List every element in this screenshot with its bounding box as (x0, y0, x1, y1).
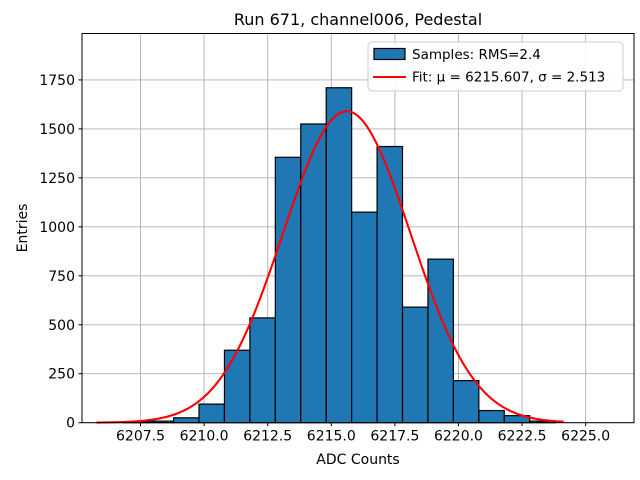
x-tick-label: 6210.0 (180, 429, 229, 445)
histogram-bars (122, 87, 556, 424)
x-tick-label: 6217.5 (370, 429, 419, 445)
x-tick-label: 6215.0 (307, 429, 356, 445)
histogram-bar (325, 87, 353, 424)
y-tick-label: 750 (48, 269, 75, 285)
histogram-bar (351, 211, 378, 424)
x-tick-label: 6212.5 (243, 429, 292, 445)
fit-curve (96, 110, 564, 424)
x-tick-label: 6222.5 (498, 429, 547, 445)
histogram-bar (274, 156, 302, 424)
y-tick-label: 250 (48, 367, 75, 383)
y-tick-label: 1750 (39, 73, 75, 89)
y-tick-label: 0 (66, 416, 75, 432)
y-tick-label: 1000 (39, 220, 75, 236)
legend-samples-swatch (373, 47, 406, 61)
y-tick-label: 500 (48, 318, 75, 334)
histogram-bar (376, 145, 404, 424)
x-tick-label: 6220.0 (434, 429, 483, 445)
histogram-bar (172, 417, 200, 424)
histogram-bar (198, 403, 226, 424)
x-tick-label: 6225.0 (561, 429, 610, 445)
histogram-bar (401, 306, 429, 424)
legend-fit-label: Fit: μ = 6215.607, σ = 2.513 (412, 70, 605, 86)
legend-samples-label: Samples: RMS=2.4 (412, 47, 541, 63)
histogram-bar (300, 123, 327, 424)
y-tick-label: 1500 (39, 122, 75, 138)
x-tick-label: 6207.5 (116, 429, 165, 445)
legend: Samples: RMS=2.4 Fit: μ = 6215.607, σ = … (367, 41, 624, 92)
axes-frame (81, 33, 635, 424)
histogram-bar (249, 317, 276, 424)
histogram-bar (223, 349, 251, 424)
chart-title: Run 671, channel006, Pedestal (234, 10, 482, 29)
y-tick-label: 1250 (39, 171, 75, 187)
histogram-bar (452, 379, 480, 424)
axis-ticks: 6207.5 6210.0 6212.5 6215.0 6217.5 6220.0 6222… (39, 73, 610, 445)
legend-box (367, 41, 624, 92)
histogram-bar (478, 409, 505, 424)
y-axis-label: Entries (15, 204, 31, 253)
x-axis-label: ADC Counts (316, 452, 399, 468)
histogram-bar (427, 258, 454, 424)
